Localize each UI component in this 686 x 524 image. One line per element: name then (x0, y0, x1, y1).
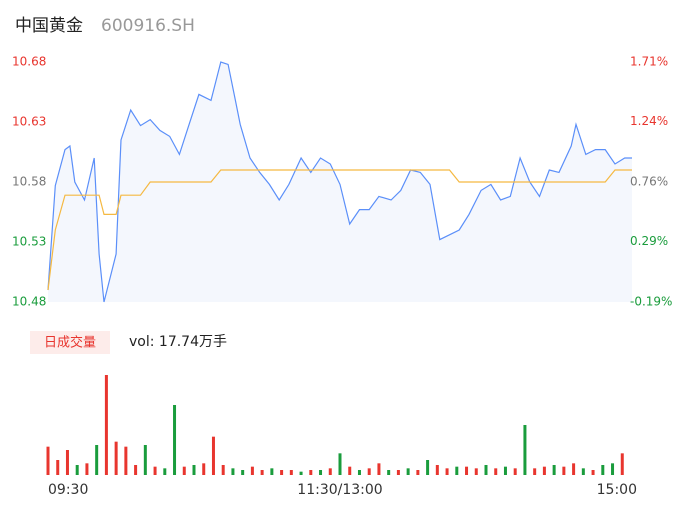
subtitle: 600916.SH (101, 16, 195, 36)
volume-bar (65, 450, 69, 475)
volume-bar (114, 441, 118, 475)
y2-tick-label: 1.24% (630, 114, 668, 128)
volume-bar (134, 465, 138, 475)
volume-bar (163, 468, 167, 475)
volume-bar (299, 471, 303, 475)
volume-bar (474, 468, 478, 475)
volume-bar (46, 446, 50, 475)
volume-bar (202, 463, 206, 475)
volume-bar (104, 375, 108, 475)
y2-tick-label: 0.76% (630, 175, 668, 189)
volume-bar (250, 466, 254, 475)
volume-bar (192, 465, 196, 475)
volume-bar (494, 468, 498, 475)
volume-bar (280, 470, 284, 475)
price-area (48, 62, 632, 302)
volume-bar (153, 466, 157, 475)
volume-bar (328, 468, 332, 475)
volume-bar (455, 466, 459, 475)
title: 中国黄金 (15, 16, 83, 36)
y-tick-label: 10.58 (12, 175, 46, 189)
y-tick-label: 10.63 (12, 115, 46, 129)
volume-bar (260, 470, 264, 475)
y2-tick-label: 1.71% (630, 55, 668, 69)
volume-bar (173, 405, 177, 475)
volume-bar (309, 470, 313, 475)
volume-bar (182, 466, 186, 475)
volume-bar (484, 465, 488, 475)
volume-bar (367, 468, 371, 475)
price-line (47, 61, 632, 303)
volume-bar (591, 470, 595, 475)
volume-bar (601, 465, 605, 475)
volume-bar (85, 463, 89, 475)
volume-bar (533, 468, 537, 475)
volume-bar (552, 465, 556, 475)
volume-bar (357, 470, 361, 475)
volume-bar (620, 453, 624, 475)
volume-bar (270, 468, 274, 475)
volume-label: 日成交量 (44, 335, 96, 351)
volume-bar (445, 468, 449, 475)
volume-bar (338, 453, 342, 475)
volume-summary: vol: 17.74万手 (129, 334, 227, 350)
volume-bar (581, 468, 585, 475)
volume-bar (562, 466, 566, 475)
volume-bar (75, 465, 79, 475)
y-tick-label: 10.68 (12, 55, 46, 69)
volume-bar (95, 445, 99, 475)
volume-bar (221, 465, 225, 475)
y2-tick-label: -0.19% (630, 295, 672, 309)
volume-bar (542, 466, 546, 475)
volume-bar (289, 470, 293, 475)
y2-tick-label: 0.29% (630, 234, 668, 248)
volume-bar (56, 460, 60, 475)
volume-bar (611, 463, 615, 475)
volume-bar (435, 465, 439, 475)
volume-bar (377, 463, 381, 475)
volume-bar (319, 470, 323, 475)
volume-bar (348, 466, 352, 475)
volume-bar (143, 445, 147, 475)
y-tick-label: 10.48 (12, 295, 46, 309)
y-tick-label: 10.53 (12, 235, 46, 249)
volume-bar (124, 446, 128, 475)
volume-bar (231, 468, 235, 475)
volume-badge (30, 331, 110, 354)
volume-bar (396, 470, 400, 475)
volume-bar (241, 470, 245, 475)
average-line (47, 169, 632, 291)
volume-bar (387, 470, 391, 475)
volume-bar (572, 463, 576, 475)
x-tick-label: 11:30/13:00 (297, 482, 382, 498)
x-tick-label: 09:30 (48, 482, 88, 498)
volume-bar (503, 466, 507, 475)
volume-bar (406, 468, 410, 475)
volume-bar (211, 436, 215, 475)
volume-bar (426, 460, 430, 475)
volume-bar (465, 466, 469, 475)
volume-bar (513, 468, 517, 475)
x-tick-label: 15:00 (597, 482, 637, 498)
volume-bar (523, 425, 527, 475)
volume-bar (416, 470, 420, 475)
